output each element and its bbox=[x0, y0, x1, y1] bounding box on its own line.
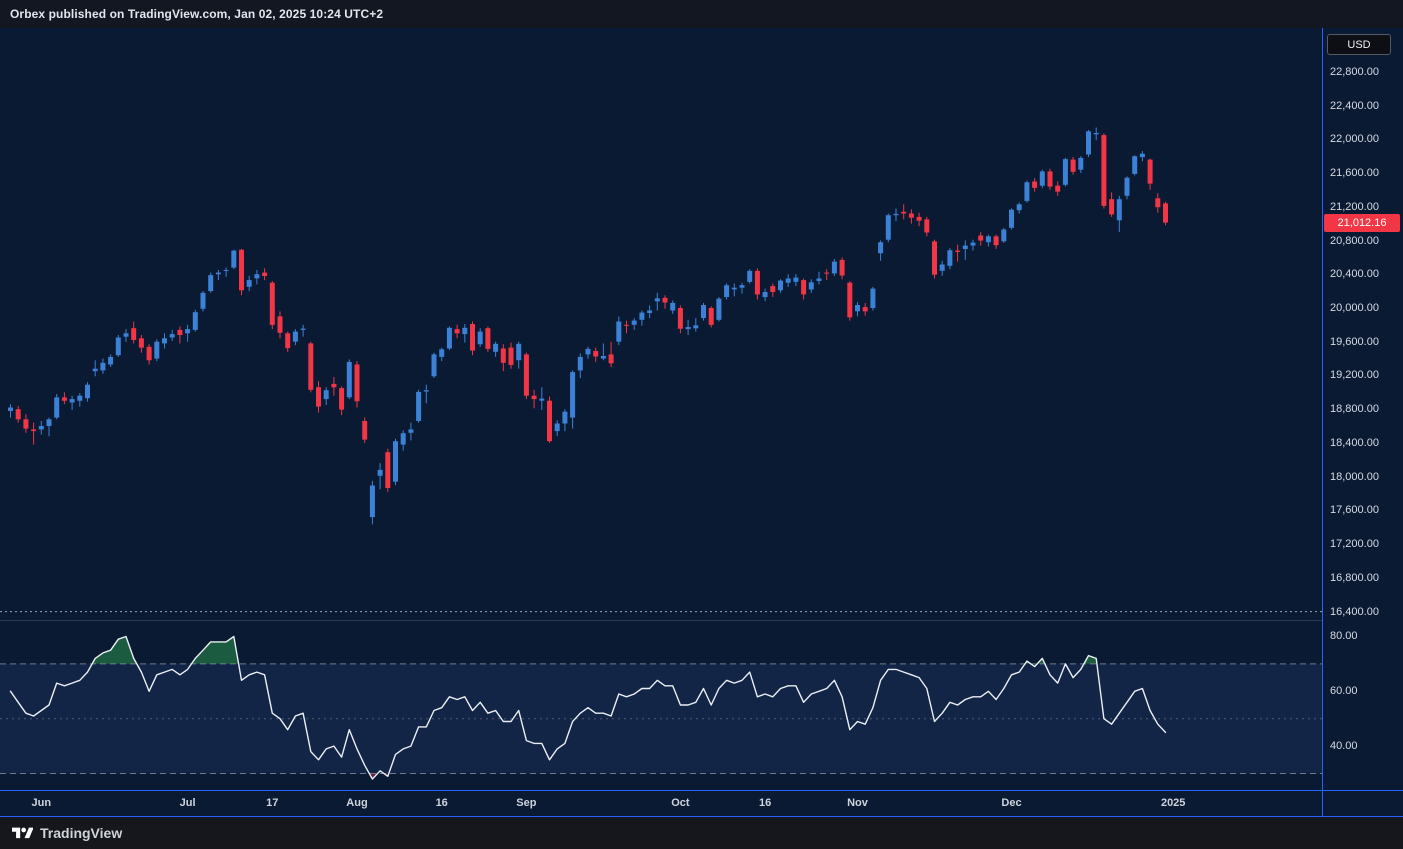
price-tick-label: 18,000.00 bbox=[1330, 470, 1379, 483]
price-tick-label: 16,400.00 bbox=[1330, 605, 1379, 618]
chart-area: USD 21,012.16 22,800.00 22,400.00 22,000.0… bbox=[0, 28, 1403, 817]
time-axis[interactable]: Jun Jul 17 Aug 16 Sep Oct 16 Nov Dec 2025 bbox=[0, 790, 1403, 817]
tradingview-logo-icon[interactable] bbox=[12, 825, 33, 842]
tradingview-brand-text[interactable]: TradingView bbox=[40, 825, 123, 841]
time-axis-label: Nov bbox=[847, 797, 868, 809]
price-tick-label: 20,000.00 bbox=[1330, 301, 1379, 314]
footer-bar: TradingView bbox=[0, 817, 1403, 849]
price-axis-separator bbox=[1322, 28, 1323, 817]
price-tick-label: 19,600.00 bbox=[1330, 335, 1379, 348]
publish-banner: Orbex published on TradingView.com, Jan … bbox=[0, 0, 1403, 28]
price-tick-label: 20,400.00 bbox=[1330, 268, 1379, 281]
price-tick-label: 20,800.00 bbox=[1330, 234, 1379, 247]
time-axis-label: Sep bbox=[516, 797, 537, 809]
currency-button[interactable]: USD bbox=[1327, 34, 1391, 55]
rsi-tick-label: 40.00 bbox=[1330, 740, 1358, 753]
price-tick-label: 19,200.00 bbox=[1330, 369, 1379, 382]
price-tick-label: 18,800.00 bbox=[1330, 403, 1379, 416]
price-pane[interactable] bbox=[0, 28, 1322, 620]
price-tick-label: 21,600.00 bbox=[1330, 167, 1379, 180]
time-axis-label: 17 bbox=[266, 797, 279, 809]
price-tick-label: 17,200.00 bbox=[1330, 538, 1379, 551]
candlestick-series bbox=[8, 127, 1168, 525]
rsi-tick-label: 80.00 bbox=[1330, 630, 1358, 643]
time-axis-label: Jun bbox=[31, 797, 52, 809]
time-axis-label: 2025 bbox=[1160, 797, 1186, 809]
time-axis-label: Aug bbox=[346, 797, 368, 809]
price-tick-label: 22,400.00 bbox=[1330, 99, 1379, 112]
publish-banner-text: Orbex published on TradingView.com, Jan … bbox=[10, 7, 384, 21]
rsi-line bbox=[9, 635, 1167, 780]
time-axis-label: Oct bbox=[671, 797, 690, 809]
rsi-pane[interactable] bbox=[0, 620, 1322, 790]
rsi-tick-label: 60.00 bbox=[1330, 685, 1358, 698]
price-tick-label: 21,200.00 bbox=[1330, 200, 1379, 213]
price-tick-label: 22,800.00 bbox=[1330, 65, 1379, 78]
price-tick-label: 18,400.00 bbox=[1330, 436, 1379, 449]
rsi-overbought-fill bbox=[10, 636, 1166, 664]
last-price-badge: 21,012.16 bbox=[1324, 213, 1400, 232]
time-axis-label: Dec bbox=[1001, 797, 1022, 809]
price-tick-label: 16,800.00 bbox=[1330, 571, 1379, 584]
time-axis-label: Jul bbox=[179, 797, 196, 809]
price-tick-label: 17,600.00 bbox=[1330, 504, 1379, 517]
time-axis-label: 16 bbox=[435, 797, 448, 809]
price-tick-label: 22,000.00 bbox=[1330, 133, 1379, 146]
time-axis-label: 16 bbox=[758, 797, 772, 809]
price-axis[interactable]: USD 21,012.16 22,800.00 22,400.00 22,000.0… bbox=[1323, 28, 1403, 790]
